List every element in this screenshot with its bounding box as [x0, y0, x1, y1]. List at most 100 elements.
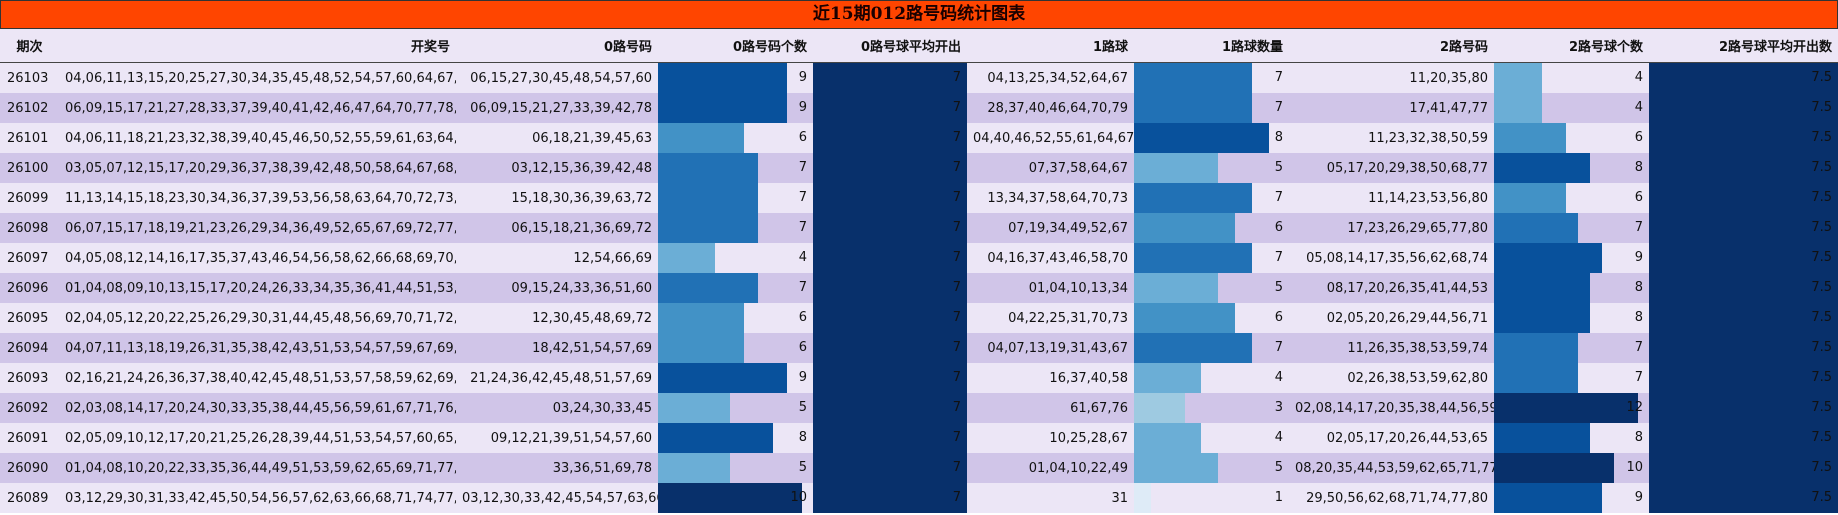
header-route0-numbers[interactable]: 0路号码 — [456, 29, 658, 63]
header-route2-count[interactable]: 2路号球个数 — [1494, 29, 1649, 63]
route1-count-cell-fill — [1134, 123, 1269, 153]
route2-count-cell-value: 8 — [1634, 280, 1643, 295]
route1-numbers-cell: 01,04,10,22,49 — [967, 453, 1134, 483]
route0-count-cell-fill — [658, 393, 730, 423]
numbers-cell: 02,16,21,24,26,36,37,38,40,42,45,48,51,5… — [59, 363, 456, 393]
header-route1-count[interactable]: 1路球数量 — [1134, 29, 1289, 63]
period-cell: 26090 — [0, 453, 59, 483]
numbers-cell: 02,05,09,10,12,17,20,21,25,26,28,39,44,5… — [59, 423, 456, 453]
route1-numbers-cell: 07,37,58,64,67 — [967, 153, 1134, 183]
route1-count-cell-fill — [1134, 273, 1219, 303]
header-route2-average[interactable]: 2路号球平均开出数 — [1649, 29, 1838, 63]
header-route0-count[interactable]: 0路号码个数 — [658, 29, 813, 63]
route2-average-cell-fill — [1649, 453, 1838, 483]
route2-count-cell-fill — [1494, 183, 1567, 213]
route1-count-cell: 3 — [1134, 393, 1289, 423]
route1-count-cell-value: 6 — [1274, 220, 1283, 235]
route0-count-cell-value: 6 — [798, 340, 807, 355]
period-cell: 26096 — [0, 273, 59, 303]
route2-count-cell-fill — [1494, 63, 1543, 93]
route2-average-cell-value: 7.5 — [1811, 160, 1832, 175]
route2-average-cell: 7.5 — [1649, 423, 1838, 453]
route1-numbers-cell: 16,37,40,58 — [967, 363, 1134, 393]
route2-count-cell-value: 9 — [1634, 250, 1643, 265]
route2-count-cell: 7 — [1494, 363, 1649, 393]
route1-count-cell: 4 — [1134, 423, 1289, 453]
route1-count-cell-fill — [1134, 333, 1252, 363]
route0-numbers-cell: 12,54,66,69 — [456, 243, 658, 273]
route1-count-cell-value: 7 — [1274, 100, 1283, 115]
route0-count-cell-value: 4 — [798, 250, 807, 265]
route2-count-cell-fill — [1494, 483, 1603, 513]
table-row: 26096 01,04,08,09,10,13,15,17,20,24,26,33… — [0, 273, 1838, 303]
route0-average-cell: 7 — [813, 393, 967, 423]
route0-numbers-cell: 33,36,51,69,78 — [456, 453, 658, 483]
route2-average-cell-value: 7.5 — [1811, 490, 1832, 505]
route0-count-cell-fill — [658, 63, 788, 93]
route1-numbers-cell: 04,22,25,31,70,73 — [967, 303, 1134, 333]
route1-count-cell-value: 7 — [1274, 250, 1283, 265]
route0-count-cell: 5 — [658, 453, 813, 483]
route1-count-cell-fill — [1134, 243, 1252, 273]
route2-count-cell: 8 — [1494, 153, 1649, 183]
route0-count-cell: 7 — [658, 183, 813, 213]
header-route0-average[interactable]: 0路号球平均开出 — [813, 29, 967, 63]
route0-average-cell-fill — [813, 63, 967, 93]
route1-count-cell: 5 — [1134, 453, 1289, 483]
route2-average-cell-value: 7.5 — [1811, 310, 1832, 325]
route2-count-cell-fill — [1494, 333, 1579, 363]
route0-numbers-cell: 06,09,15,21,27,33,39,42,78 — [456, 93, 658, 123]
route2-count-cell: 9 — [1494, 243, 1649, 273]
route2-count-cell-fill — [1494, 453, 1615, 483]
route0-count-cell-value: 7 — [798, 220, 807, 235]
route1-count-cell-value: 6 — [1274, 310, 1283, 325]
route2-numbers-cell: 02,08,14,17,20,35,38,44,56,59,71,77 — [1289, 393, 1494, 423]
route0-count-cell: 9 — [658, 363, 813, 393]
route0-average-cell-value: 7 — [952, 490, 961, 505]
route0-average-cell-value: 7 — [952, 250, 961, 265]
route0-average-cell-value: 7 — [952, 70, 961, 85]
route1-numbers-cell: 04,16,37,43,46,58,70 — [967, 243, 1134, 273]
table-row: 26095 02,04,05,12,20,22,25,26,29,30,31,44… — [0, 303, 1838, 333]
period-cell: 26103 — [0, 62, 59, 93]
header-route1-numbers[interactable]: 1路球 — [967, 29, 1134, 63]
route2-numbers-cell: 11,14,23,53,56,80 — [1289, 183, 1494, 213]
route1-numbers-cell: 04,40,46,52,55,61,64,67 — [967, 123, 1134, 153]
route0-count-cell: 9 — [658, 62, 813, 93]
route2-average-cell-fill — [1649, 423, 1838, 453]
route0-numbers-cell: 15,18,30,36,39,63,72 — [456, 183, 658, 213]
header-numbers[interactable]: 开奖号 — [59, 29, 456, 63]
route0-count-cell-fill — [658, 243, 716, 273]
route0-numbers-cell: 09,15,24,33,36,51,60 — [456, 273, 658, 303]
route2-average-cell-fill — [1649, 243, 1838, 273]
header-route2-numbers[interactable]: 2路号码 — [1289, 29, 1494, 63]
numbers-cell: 03,05,07,12,15,17,20,29,36,37,38,39,42,4… — [59, 153, 456, 183]
route0-average-cell: 7 — [813, 62, 967, 93]
route2-count-cell-fill — [1494, 303, 1591, 333]
route2-count-cell-fill — [1494, 273, 1591, 303]
route0-count-cell-value: 8 — [798, 430, 807, 445]
route0-count-cell-value: 6 — [798, 310, 807, 325]
route0-average-cell-value: 7 — [952, 460, 961, 475]
period-cell: 26101 — [0, 123, 59, 153]
route1-count-cell-value: 3 — [1274, 400, 1283, 415]
route0-count-cell: 7 — [658, 213, 813, 243]
route2-count-cell-value: 8 — [1634, 430, 1643, 445]
route2-average-cell-fill — [1649, 93, 1838, 123]
route2-count-cell-fill — [1494, 423, 1591, 453]
route0-average-cell-fill — [813, 423, 967, 453]
period-cell: 26093 — [0, 363, 59, 393]
period-cell: 26098 — [0, 213, 59, 243]
route2-count-cell: 7 — [1494, 333, 1649, 363]
route1-count-cell-fill — [1134, 153, 1219, 183]
route1-count-cell: 7 — [1134, 243, 1289, 273]
header-period[interactable]: 期次 — [0, 29, 59, 63]
route2-average-cell-fill — [1649, 63, 1838, 93]
route2-average-cell-value: 7.5 — [1811, 70, 1832, 85]
route1-count-cell-fill — [1134, 213, 1236, 243]
route2-average-cell-fill — [1649, 213, 1838, 243]
route0-average-cell-value: 7 — [952, 130, 961, 145]
period-cell: 26099 — [0, 183, 59, 213]
route1-count-cell: 8 — [1134, 123, 1289, 153]
route0-average-cell-value: 7 — [952, 310, 961, 325]
